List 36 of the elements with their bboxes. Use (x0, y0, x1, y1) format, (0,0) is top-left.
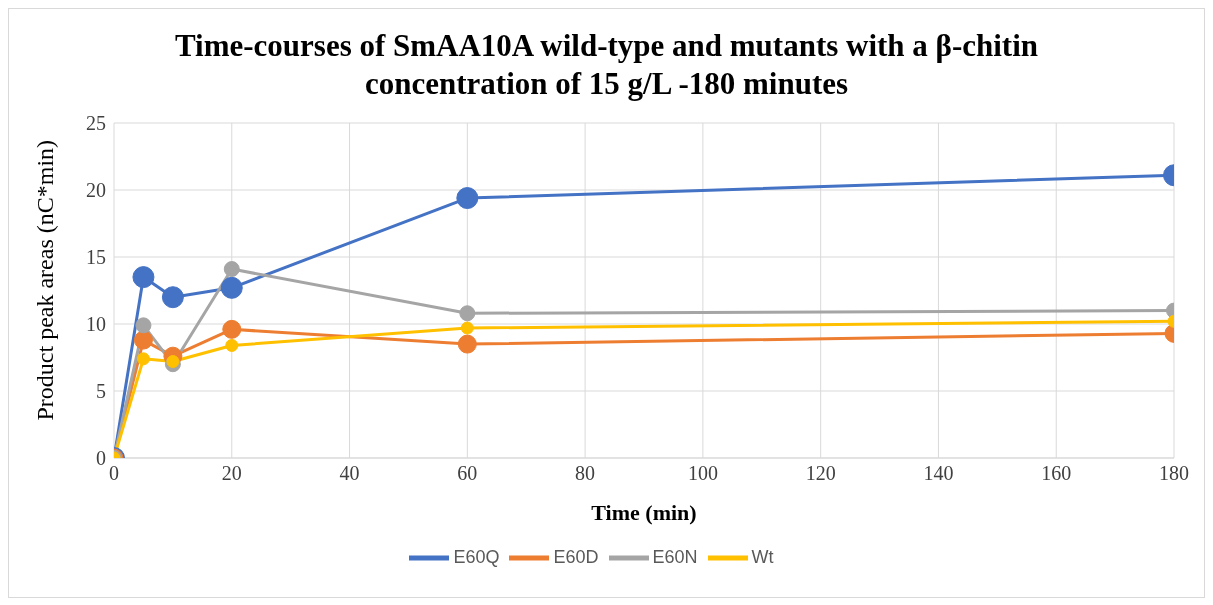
y-tick-label: 10 (86, 313, 106, 336)
point (459, 305, 476, 322)
y-tick-label: 25 (86, 112, 106, 135)
y-axis-title: Product peak areas (nC*min) (31, 139, 58, 421)
point (222, 319, 242, 339)
point (220, 276, 243, 299)
point (225, 338, 239, 352)
point (223, 261, 240, 278)
x-tick-label: 40 (339, 462, 360, 485)
x-tick-label: 140 (923, 462, 954, 485)
point (166, 355, 180, 369)
x-tick-label: 120 (805, 462, 836, 485)
legend-label: E60N (652, 546, 698, 567)
x-tick-label: 80 (575, 462, 596, 485)
x-axis-title: Time (min) (591, 500, 697, 525)
y-tick-label: 5 (96, 380, 106, 403)
point (135, 317, 152, 334)
x-tick-label: 60 (457, 462, 478, 485)
y-tick-label: 0 (96, 447, 106, 470)
x-tick-label: 100 (687, 462, 718, 485)
point (136, 352, 150, 366)
y-tick-label: 15 (86, 246, 106, 269)
point (161, 286, 184, 309)
point (456, 187, 479, 210)
point (457, 334, 477, 354)
point (133, 330, 153, 350)
legend-label: Wt (751, 546, 774, 567)
x-tick-label: 180 (1159, 462, 1189, 485)
y-tick-label: 20 (86, 179, 106, 202)
x-tick-label: 20 (221, 462, 242, 485)
legend-label: E60Q (453, 546, 500, 567)
chart-title: Time-courses of SmAA10A wild-type and mutants with a β-chitin concentration of 15 g/L -180 minutes (173, 27, 1040, 103)
legend-label: E60D (553, 546, 599, 567)
x-tick-label: 160 (1041, 462, 1072, 485)
point (132, 266, 155, 289)
point (460, 321, 474, 335)
